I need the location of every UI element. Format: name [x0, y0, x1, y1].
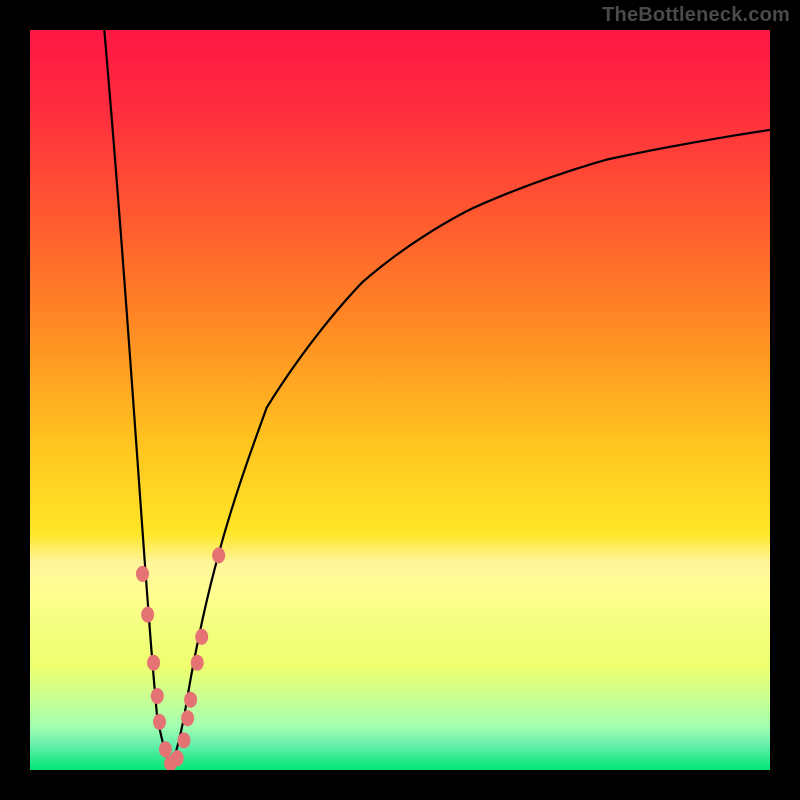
data-marker [181, 710, 194, 726]
data-marker [184, 692, 197, 708]
data-marker [177, 732, 190, 748]
data-marker [159, 741, 172, 757]
watermark-text: TheBottleneck.com [602, 4, 790, 27]
data-marker [191, 655, 204, 671]
data-marker [147, 655, 160, 671]
data-marker [171, 750, 184, 766]
data-marker [151, 688, 164, 704]
chart-container: TheBottleneck.com [0, 0, 800, 800]
data-marker [195, 629, 208, 645]
gradient-background [30, 30, 770, 770]
bottleneck-chart [0, 0, 800, 800]
data-marker [136, 566, 149, 582]
data-marker [141, 607, 154, 623]
data-marker [153, 714, 166, 730]
data-marker [212, 547, 225, 563]
